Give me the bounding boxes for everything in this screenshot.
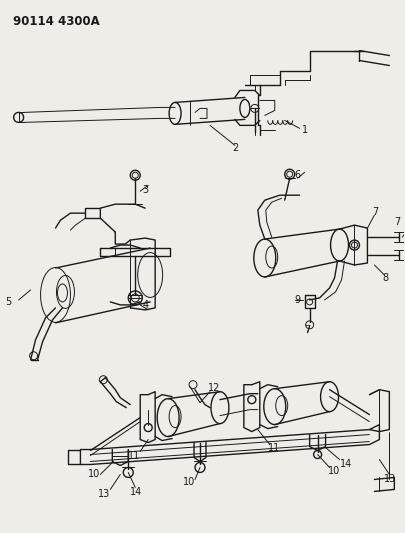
Text: 2: 2: [232, 143, 238, 154]
Text: 10: 10: [183, 478, 195, 488]
Text: 6: 6: [295, 170, 301, 180]
Text: 10: 10: [328, 466, 340, 477]
Text: 14: 14: [339, 459, 352, 470]
Text: 10: 10: [88, 470, 101, 480]
Text: 11: 11: [268, 442, 280, 453]
Text: 7: 7: [394, 217, 401, 227]
Text: 13: 13: [384, 474, 396, 484]
Text: 8: 8: [382, 273, 388, 283]
Text: 7: 7: [373, 207, 379, 217]
Text: 14: 14: [130, 487, 143, 497]
Text: 5: 5: [6, 297, 12, 307]
Text: 7: 7: [305, 325, 311, 335]
Text: 13: 13: [98, 489, 111, 499]
Text: 3: 3: [142, 185, 148, 195]
Text: 11: 11: [128, 450, 141, 461]
Text: 1: 1: [302, 125, 308, 135]
Text: 12: 12: [208, 383, 220, 393]
Text: 9: 9: [295, 295, 301, 305]
Text: 90114 4300A: 90114 4300A: [13, 15, 99, 28]
Text: 4: 4: [142, 300, 148, 310]
